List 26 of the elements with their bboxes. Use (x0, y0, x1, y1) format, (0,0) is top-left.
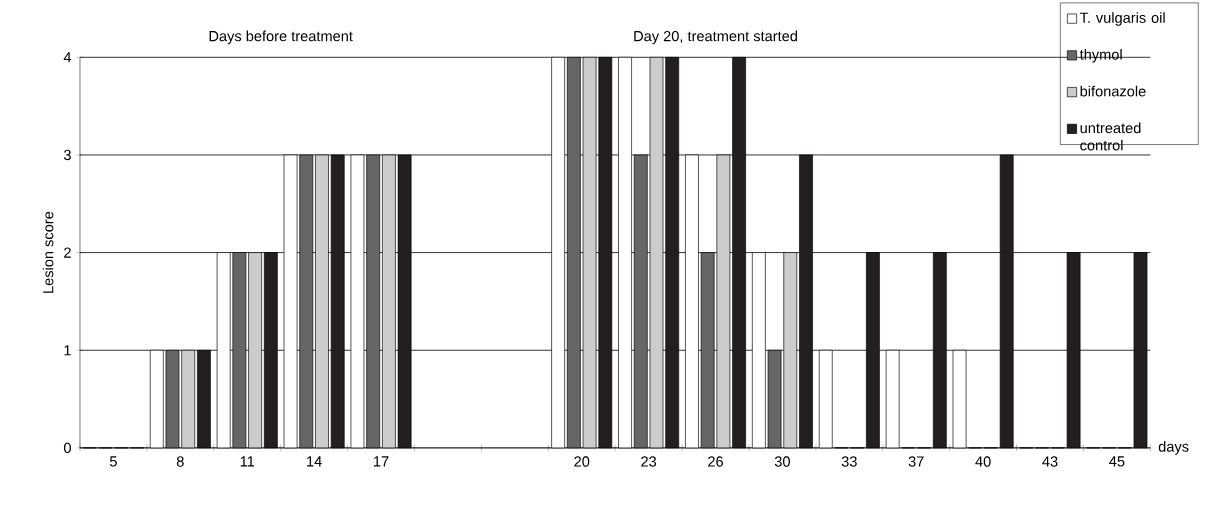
legend-label: T. vulgaris oil (1079, 12, 1165, 26)
text: Day 20, treatment started (634, 30, 797, 45)
x-tick-label: 26 (708, 456, 723, 467)
x-axis-title: days (1158, 441, 1189, 455)
x-tick-label: 33 (841, 456, 857, 467)
x-tick-label: 5 (109, 456, 117, 467)
x-tick-label: 43 (1042, 456, 1058, 467)
legend-label: untreated control (1080, 122, 1141, 151)
y-tick-label: 1 (64, 345, 71, 356)
x-tick-label: 17 (374, 456, 389, 467)
x-tick-label: 20 (574, 456, 590, 467)
y-tick-label: 0 (63, 442, 71, 454)
y-axis-title: Lesion score (42, 211, 54, 293)
x-tick-label: 11 (240, 456, 255, 467)
x-tick-label: 30 (774, 456, 790, 467)
text: Days before treatment (209, 30, 353, 45)
legend-label: bifonazole (1080, 85, 1146, 97)
y-tick-label: 2 (64, 247, 71, 258)
x-tick-label: 14 (307, 456, 322, 467)
y-tick-label: 4 (63, 52, 72, 63)
x-tick-label: 23 (641, 456, 657, 467)
y-tick-label: 3 (63, 149, 71, 161)
x-tick-label: 45 (1109, 456, 1125, 467)
x-tick-label: 40 (975, 456, 991, 467)
x-tick-label: 37 (908, 456, 924, 467)
x-tick-label: 8 (176, 456, 184, 467)
